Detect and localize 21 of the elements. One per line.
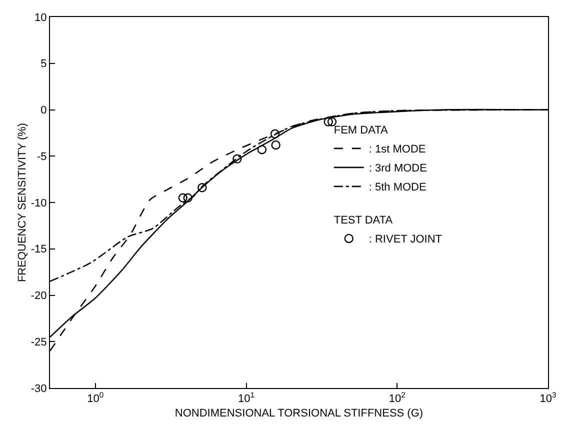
x-tick-label: 10$^{0}$ xyxy=(87,390,104,406)
y-axis-title: FREQUENCY SENSITIVITY (%) xyxy=(16,122,29,282)
y-tick-label: -20 xyxy=(30,290,47,302)
legend-label: : 3rd MODE xyxy=(368,162,427,175)
y-tick-label: 5 xyxy=(40,58,47,70)
x-axis-title: NONDIMENSIONAL TORSIONAL STIFFNESS (G) xyxy=(174,407,424,420)
legend-label: : RIVET JOINT xyxy=(368,234,442,246)
annotation: TEST DATA xyxy=(334,214,394,227)
x-tick-label: 10$^{3}$ xyxy=(540,390,556,406)
legend-title: FEM DATA xyxy=(334,124,389,137)
y-tick-label: -25 xyxy=(30,336,47,348)
y-tick-label: -15 xyxy=(30,244,47,256)
y-tick-label: 10 xyxy=(34,12,47,24)
x-tick-label: 10$^{1}$ xyxy=(238,390,255,406)
legend-label: : 5th MODE xyxy=(368,182,426,194)
x-tick-label: 10$^{2}$ xyxy=(388,390,406,406)
legend-label: : 1st MODE xyxy=(368,144,426,156)
y-tick-label: 0 xyxy=(40,104,47,117)
y-tick-label: -10 xyxy=(30,197,47,210)
y-tick-label: -30 xyxy=(30,382,47,395)
y-tick-label: -5 xyxy=(37,150,47,163)
